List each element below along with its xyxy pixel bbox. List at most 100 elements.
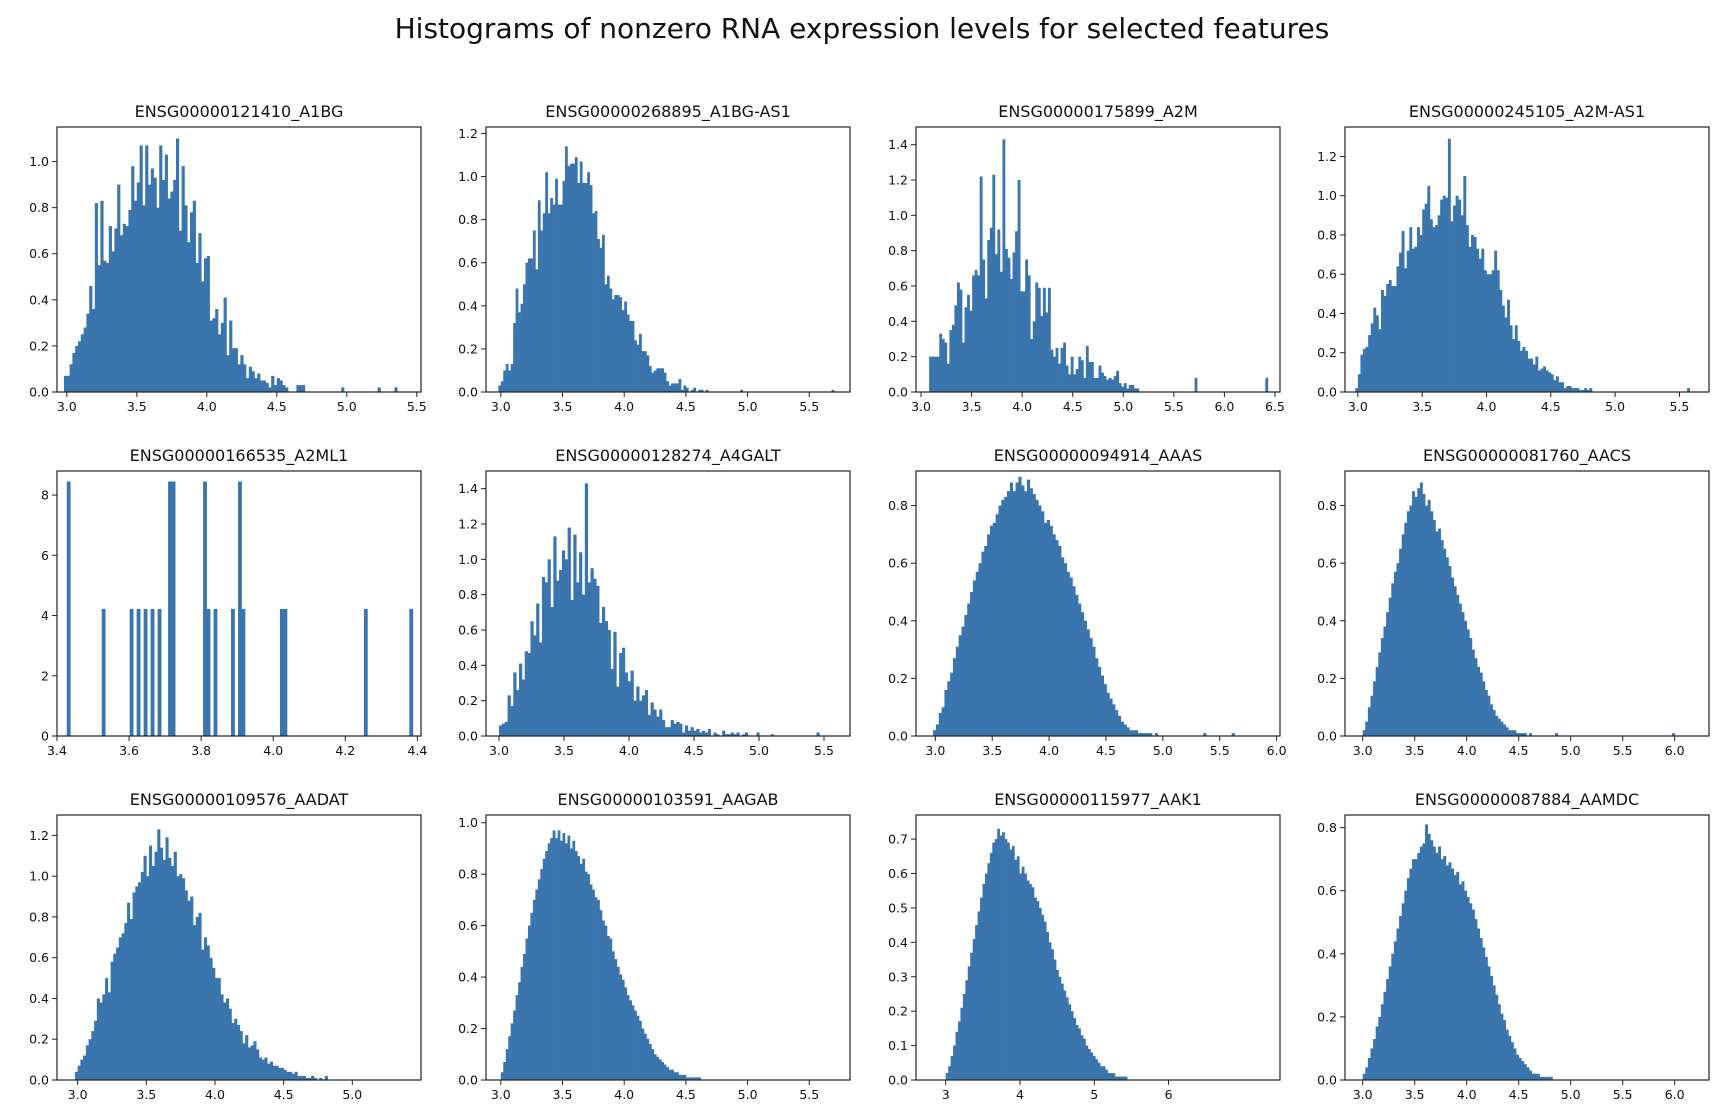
histogram-bar [542, 213, 546, 392]
histogram-bar [1024, 873, 1027, 1080]
histogram-bar [606, 275, 610, 392]
x-tick-label: 5.5 [1669, 399, 1689, 414]
histogram-bar [1002, 139, 1006, 392]
histogram-bar [1032, 321, 1036, 392]
histogram-bar [118, 937, 122, 1080]
histogram-bar [1401, 534, 1405, 736]
histogram-bar [532, 899, 536, 1080]
histogram-bar [1014, 859, 1018, 1080]
histogram-bar [1375, 315, 1379, 392]
histogram-bar [693, 387, 697, 392]
histogram-bar [597, 239, 600, 392]
x-tick-label: 4.5 [1063, 399, 1083, 414]
subplot-11: ENSG00000115977_AAK1 3 4 5 6 0.0 0.1 0.2 0.3 0.4 0… [888, 790, 1281, 1102]
histogram-bar [134, 200, 138, 392]
histogram-bar [1517, 340, 1521, 392]
histogram-bar [1001, 499, 1005, 736]
histogram-bar [1437, 215, 1441, 392]
histogram-bar [651, 1049, 655, 1080]
histogram-bar [1555, 733, 1559, 736]
histogram-bar [540, 869, 544, 1080]
y-tick-label: 1.2 [458, 126, 478, 141]
x-tick-label: 5.0 [1153, 743, 1173, 758]
histogram-bar [989, 852, 993, 1080]
histogram-bar [633, 700, 637, 736]
histogram-bar [1442, 195, 1446, 392]
histogram-bar [960, 1007, 964, 1080]
histogram-bar [1453, 874, 1457, 1080]
histogram-bar [1111, 379, 1115, 392]
histogram-bar [1518, 733, 1522, 736]
histogram-bar [271, 375, 275, 392]
histogram-bar [1548, 372, 1552, 392]
histogram-bar [1065, 365, 1069, 392]
histogram-bar [1432, 519, 1436, 736]
histogram-bar [156, 207, 160, 392]
histogram-bar [510, 1023, 514, 1080]
histogram-bar [975, 571, 979, 736]
histogram-bar [1553, 380, 1557, 392]
histogram-bar [1453, 586, 1457, 736]
histogram-bar [173, 851, 177, 1080]
histogram-bar [198, 233, 202, 392]
histogram-bar [278, 1067, 282, 1080]
histogram-bar [599, 247, 603, 392]
x-tick-label: 5.5 [1613, 743, 1633, 758]
histogram-bar [74, 1071, 78, 1080]
x-tick-label: 4.0 [205, 1087, 225, 1102]
histogram-bar [555, 178, 558, 392]
y-tick-label: 0.4 [888, 935, 908, 950]
plot-frame [56, 470, 422, 737]
histogram-bar [1007, 257, 1011, 392]
histogram-bar [138, 882, 142, 1080]
histogram-bar [1471, 649, 1475, 736]
histogram-bar [1401, 231, 1405, 392]
y-tick-label: 0.0 [1317, 1073, 1337, 1088]
histogram-bar [140, 872, 144, 1080]
histogram-bar [1396, 563, 1400, 736]
histogram-bar [619, 297, 623, 392]
histogram-bar [975, 925, 978, 1080]
histogram-bar [1383, 295, 1387, 392]
histogram-bar [530, 621, 534, 736]
histogram-bar [1516, 733, 1520, 736]
histogram-bar [254, 378, 258, 392]
histogram-bar [933, 730, 937, 736]
histogram-bar [1012, 252, 1016, 392]
histogram-bar [274, 385, 278, 392]
y-tick-label: 0.0 [1317, 729, 1337, 744]
x-tick-label: 3.5 [1412, 399, 1432, 414]
histogram-bar [1388, 280, 1392, 392]
histogram-bar [668, 1069, 672, 1080]
histogram-bar [120, 235, 124, 392]
histogram-bar [671, 1069, 674, 1080]
histogram-bar [1375, 1026, 1379, 1080]
histogram-bar [938, 712, 942, 736]
y-tick-label: 1.0 [458, 552, 478, 567]
histogram-bar [658, 368, 662, 392]
x-tick-label: 4 [1016, 1087, 1024, 1102]
histogram-bar [698, 389, 702, 392]
histogram-bar [283, 1069, 287, 1080]
histogram-bar [646, 355, 650, 392]
histogram-bar [1203, 733, 1207, 736]
histogram-bar [1466, 897, 1470, 1080]
plot-frame [485, 814, 851, 1081]
histogram-bar [619, 974, 623, 1080]
histogram-bar [190, 212, 194, 392]
x-tick-label: 6 [1165, 1087, 1173, 1102]
histogram-bar [1090, 1052, 1094, 1080]
x-tick-label: 5.0 [1561, 1087, 1581, 1102]
histogram-bar [661, 368, 665, 392]
histogram-bar [523, 284, 526, 392]
x-tick-label: 5.5 [814, 743, 834, 758]
histogram-bar [1505, 727, 1509, 736]
histogram-bar [1404, 268, 1408, 392]
x-tick-label: 4.0 [614, 399, 634, 414]
histogram-bar [560, 840, 563, 1080]
histogram-bar [324, 1075, 328, 1080]
histogram-bar [999, 835, 1003, 1080]
histogram-bar [690, 1077, 694, 1080]
histogram-bar [232, 348, 236, 392]
x-tick-label: 3.0 [68, 1087, 88, 1102]
